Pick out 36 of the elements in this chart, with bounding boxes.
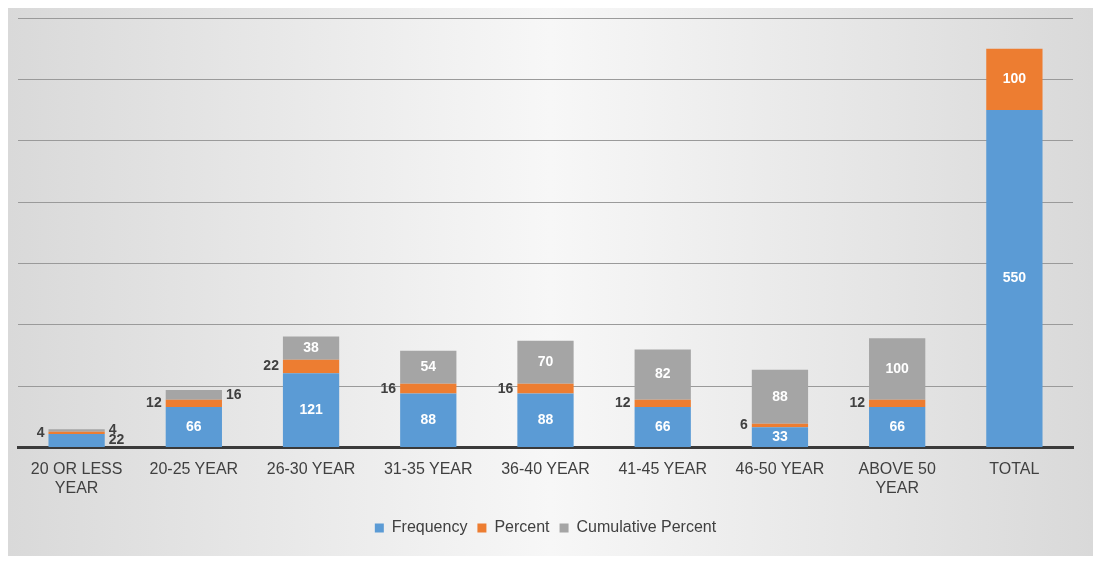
data-label: 12 (146, 394, 162, 411)
data-label: 16 (497, 379, 514, 396)
data-label: 66 (654, 417, 671, 434)
legend-label: Cumulative Percent (576, 518, 717, 536)
data-label: 66 (186, 417, 202, 434)
x-tick-label: TOTAL (989, 459, 1040, 477)
data-label: 6 (740, 416, 749, 433)
x-tick-label: 41-45 YEAR (618, 459, 708, 477)
data-label: 550 (1002, 269, 1027, 286)
x-tick-label: 20-25 YEAR (149, 459, 239, 477)
data-label: 22 (263, 357, 280, 374)
x-tick-label: 36-40 YEAR (501, 459, 590, 477)
data-label: 12 (615, 394, 631, 411)
data-label: 4 (36, 423, 45, 440)
data-label: 100 (885, 359, 910, 376)
x-tick-label: 46-50 YEAR (735, 459, 825, 477)
data-label: 66 (889, 417, 906, 434)
data-label: 54 (420, 358, 437, 375)
legend-label: Frequency (391, 518, 468, 536)
data-label: 82 (654, 365, 671, 382)
x-tick-label: 20 OR LESS YEAR (30, 459, 123, 496)
data-label: 16 (225, 385, 242, 402)
data-label: 88 (537, 411, 554, 428)
data-label: 100 (1002, 70, 1027, 87)
data-label: 33 (772, 428, 788, 445)
data-label: 38 (303, 339, 320, 356)
data-label: 88 (420, 411, 437, 428)
data-label: 16 (380, 379, 397, 396)
x-tick-label: ABOVE 50 YEAR (858, 459, 936, 496)
data-label: 70 (537, 353, 554, 370)
data-label: 88 (772, 387, 788, 404)
legend-label: Percent (494, 518, 551, 536)
data-label: 12 (849, 394, 866, 411)
x-tick-label: 26-30 YEAR (266, 459, 356, 477)
data-label: 121 (299, 401, 323, 418)
x-tick-label: 31-35 YEAR (383, 459, 473, 477)
